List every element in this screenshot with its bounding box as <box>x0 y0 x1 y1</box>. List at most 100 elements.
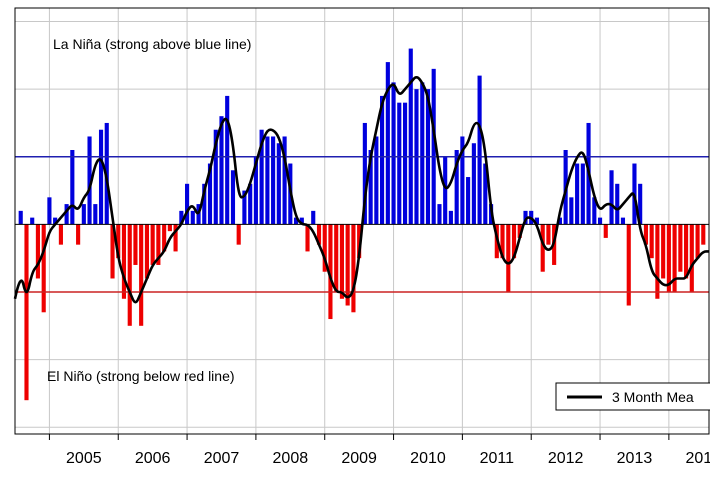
monthly-bar <box>408 48 413 225</box>
monthly-bar <box>213 129 218 225</box>
monthly-bar <box>546 224 551 245</box>
monthly-bar <box>534 217 539 225</box>
monthly-bar <box>35 224 40 279</box>
monthly-bar <box>242 190 247 225</box>
monthly-bar <box>207 163 213 225</box>
monthly-bar <box>379 95 385 225</box>
x-tick-label: 2005 <box>66 450 102 467</box>
x-axis-labels: 2005 2006 2007 2008 2009 2010 2011 2012 2013 2014 <box>66 450 710 467</box>
monthly-bar <box>173 224 178 252</box>
monthly-bar <box>523 210 528 225</box>
monthly-bar <box>236 224 241 245</box>
monthly-bar <box>569 197 574 225</box>
x-axis-ticks <box>48 434 670 440</box>
monthly-bar <box>219 116 224 225</box>
monthly-bar <box>253 156 258 225</box>
monthly-bar <box>592 197 597 225</box>
monthly-bar <box>76 224 81 245</box>
el-nino-annotation: El Niño (strong below red line) <box>47 368 235 384</box>
monthly-bar <box>374 136 379 225</box>
monthly-bar <box>402 102 408 225</box>
monthly-bar <box>454 150 459 225</box>
monthly-bar <box>615 183 620 225</box>
monthly-bar <box>517 224 522 238</box>
monthly-bar <box>345 224 350 306</box>
monthly-bar <box>506 224 511 292</box>
monthly-bar <box>420 82 425 225</box>
monthly-bar <box>466 177 471 225</box>
x-tick-label: 2007 <box>204 450 240 467</box>
monthly-bar <box>575 163 580 225</box>
x-tick-label: 2012 <box>548 450 584 467</box>
monthly-bar <box>328 224 333 320</box>
monthly-bar <box>500 224 505 259</box>
monthly-bar <box>230 170 236 225</box>
x-tick-label: 2006 <box>135 450 171 467</box>
monthly-bar <box>437 204 442 225</box>
legend-label: 3 Month Mea <box>612 389 694 405</box>
monthly-bar <box>678 224 683 272</box>
monthly-bar <box>368 150 373 225</box>
monthly-bar <box>339 224 345 299</box>
monthly-bar <box>305 224 310 252</box>
monthly-bar <box>150 224 155 265</box>
monthly-bar <box>24 224 29 401</box>
monthly-bar <box>144 224 150 279</box>
monthly-bar <box>626 224 631 306</box>
three-month-mean-line <box>13 76 709 304</box>
x-tick-label: 2010 <box>410 450 446 467</box>
monthly-bar <box>98 129 104 225</box>
monthly-bar <box>18 210 23 225</box>
monthly-bar <box>127 224 132 326</box>
monthly-bar <box>265 136 270 225</box>
monthly-bar <box>58 224 63 245</box>
monthly-bar <box>701 224 706 245</box>
monthly-bar <box>597 217 603 225</box>
monthly-bar <box>70 150 75 225</box>
monthly-bar <box>202 183 207 225</box>
monthly-bar <box>167 224 172 232</box>
monthly-bar <box>448 210 453 225</box>
monthly-bar <box>443 156 448 225</box>
monthly-bar <box>156 224 161 265</box>
monthly-bar <box>620 217 626 225</box>
monthly-bar <box>477 75 482 225</box>
x-tick-label: 2009 <box>341 450 377 467</box>
monthly-bar <box>672 224 677 292</box>
monthly-bar <box>185 183 190 225</box>
x-tick-label: 2011 <box>480 450 515 467</box>
monthly-bar <box>190 210 195 225</box>
monthly-bar <box>351 224 356 313</box>
monthly-bar <box>362 122 367 225</box>
monthly-bar <box>684 224 689 279</box>
monthly-bar <box>322 224 327 272</box>
monthly-bar <box>609 170 614 225</box>
monthly-bar <box>121 224 127 299</box>
monthly-bar <box>643 224 649 245</box>
monthly-bar <box>196 204 201 225</box>
monthly-bar <box>357 224 362 259</box>
monthly-bar <box>638 183 643 225</box>
monthly-bar <box>139 224 144 326</box>
monthly-bar <box>334 224 339 292</box>
monthly-bar <box>431 68 436 225</box>
plot-frame <box>14 7 710 435</box>
monthly-bar <box>293 217 299 225</box>
monthly-bar <box>689 224 694 292</box>
monthly-bar <box>87 136 92 225</box>
la-nina-annotation: La Niña (strong above blue line) <box>53 36 251 52</box>
monthly-bar <box>540 224 545 272</box>
monthly-bar <box>649 224 654 259</box>
monthly-bar <box>391 82 396 225</box>
monthly-bar <box>557 217 562 225</box>
monthly-bar <box>116 224 121 259</box>
monthly-bar <box>483 163 488 225</box>
monthly-bar <box>93 204 98 225</box>
monthly-bar <box>162 224 167 252</box>
monthly-bar <box>580 163 585 225</box>
monthly-bar <box>385 62 390 225</box>
monthly-bar <box>41 224 46 313</box>
monthly-bar <box>316 224 322 245</box>
